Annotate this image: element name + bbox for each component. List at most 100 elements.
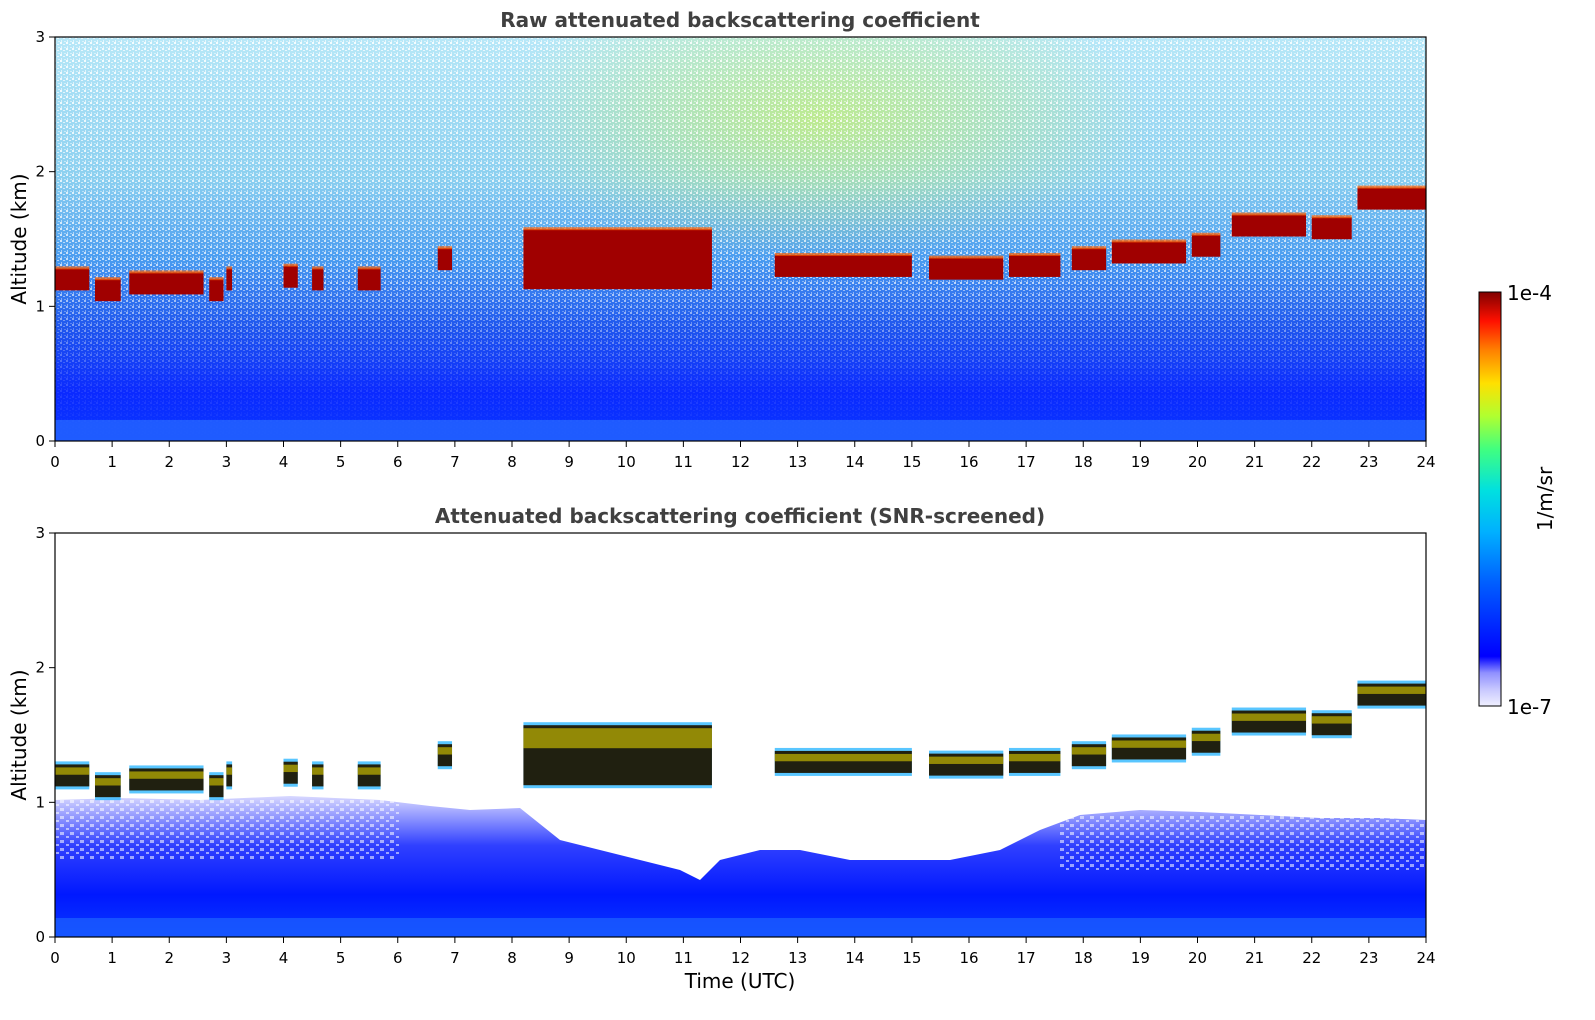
cloud-segment [283, 265, 298, 288]
bottom-x-tick-label: 1 [107, 949, 117, 967]
top-x-tick-label: 5 [336, 453, 346, 471]
cloud-segment [55, 268, 90, 291]
cloud-segment-edge [1231, 212, 1307, 216]
bottom-x-tick-label: 18 [1074, 949, 1093, 967]
top-x-tick-label: 8 [507, 453, 517, 471]
top-panel-title: Raw attenuated backscattering coefficien… [500, 8, 980, 32]
top-y-axis-label: Altitude (km) [7, 173, 31, 304]
top-x-tick-label: 19 [1131, 453, 1150, 471]
cloud-segment [1008, 254, 1061, 277]
cloud-segment-edge [55, 266, 90, 270]
cloud-segment [1191, 234, 1221, 257]
top-x-tick-label: 23 [1359, 453, 1378, 471]
bottom-x-tick-label: 0 [50, 949, 60, 967]
top-x-tick-label: 10 [617, 453, 636, 471]
cloud-segment-edge [1311, 215, 1352, 219]
cloud-segment-core [357, 767, 381, 775]
cloud-segment-edge [1111, 239, 1187, 243]
cloud-segment-edge [357, 266, 381, 270]
bottom-x-tick-label: 11 [674, 949, 693, 967]
bottom-x-tick-label: 16 [959, 949, 978, 967]
cloud-segment-core [1231, 713, 1307, 721]
bottom-x-tick-label: 14 [845, 949, 864, 967]
cloud-segment-core [226, 767, 233, 775]
top-x-tick-label: 20 [1188, 453, 1207, 471]
bottom-x-tick-label: 3 [222, 949, 232, 967]
cloud-segment-core [283, 764, 298, 773]
cloud-segment-core [129, 771, 204, 779]
cloud-segment-core [1357, 686, 1426, 694]
cloud-segment-edge [94, 277, 121, 281]
colorbar-max-label: 1e-4 [1507, 281, 1552, 305]
bottom-x-tick-label: 20 [1188, 949, 1207, 967]
bottom-x-tick-label: 24 [1416, 949, 1435, 967]
cloud-segment-core [1071, 747, 1107, 755]
top-x-tick-label: 18 [1074, 453, 1093, 471]
cloud-segment [1071, 248, 1107, 271]
cloud-segment [1311, 217, 1352, 240]
cloud-segment-core [312, 767, 324, 775]
cloud-segment [209, 279, 224, 302]
bottom-x-tick-label: 12 [731, 949, 750, 967]
top-x-tick-label: 4 [279, 453, 289, 471]
bottom-y-ticks: 0 1 2 3 [35, 524, 55, 946]
bottom-x-tick-label: 4 [279, 949, 289, 967]
top-heatmap [55, 37, 1426, 441]
top-y-tick-label: 3 [35, 28, 45, 46]
cloud-segment [312, 764, 324, 787]
cloud-segment-core [523, 728, 712, 749]
top-x-tick-label: 2 [164, 453, 174, 471]
cloud-segment-core [929, 756, 1004, 764]
cloud-segment-edge [1191, 232, 1221, 236]
bottom-y-tick-label: 3 [35, 524, 45, 542]
cloud-segment-edge [523, 227, 712, 231]
cloud-segment [929, 257, 1004, 280]
bottom-x-tick-label: 19 [1131, 949, 1150, 967]
bottom-x-tick-label: 6 [393, 949, 403, 967]
cloud-segment-edge [209, 277, 224, 281]
top-x-tick-label: 3 [222, 453, 232, 471]
cloud-segment [523, 229, 712, 290]
cloud-segment [129, 272, 204, 295]
cloud-segment-edge [312, 266, 324, 270]
colorbar-unit-label: 1/m/sr [1533, 466, 1557, 531]
bottom-cloud-layer [55, 680, 1426, 801]
bottom-panel-title: Attenuated backscattering coefficient (S… [435, 504, 1045, 528]
top-x-tick-label: 7 [450, 453, 460, 471]
top-y-tick-label: 2 [35, 163, 45, 181]
top-x-tick-label: 22 [1302, 453, 1321, 471]
cloud-segment-edge [774, 252, 912, 256]
cloud-segment-core [1111, 740, 1187, 748]
top-x-tick-label: 1 [107, 453, 117, 471]
top-x-tick-label: 16 [959, 453, 978, 471]
cloud-segment-edge [437, 246, 453, 250]
top-x-ticks: 0 1 2 3 4 5 6 7 8 9 10 11 12 13 14 15 16 17 18 19 20 21 22 23 24 [50, 441, 1436, 471]
cloud-segment-core [55, 767, 90, 775]
cloud-segment [774, 254, 912, 277]
bottom-x-tick-label: 8 [507, 949, 517, 967]
cloud-segment-core [209, 778, 224, 786]
top-x-tick-label: 14 [845, 453, 864, 471]
cloud-segment-edge [1071, 246, 1107, 250]
colorbar-gradient [1478, 291, 1502, 707]
cloud-segment-core [94, 778, 121, 786]
top-surface-band [55, 420, 1426, 441]
cloud-segment [94, 279, 121, 302]
top-x-tick-label: 21 [1245, 453, 1264, 471]
bottom-x-tick-label: 23 [1359, 949, 1378, 967]
cloud-segment-edge [1357, 185, 1426, 189]
cloud-segment-core [1008, 753, 1061, 762]
bottom-x-axis-label: Time (UTC) [684, 969, 796, 993]
cloud-segment-edge [1008, 252, 1061, 256]
bottom-surface-band [55, 918, 1426, 937]
colorbar-min-label: 1e-7 [1507, 695, 1552, 719]
top-x-tick-label: 12 [731, 453, 750, 471]
bottom-x-tick-label: 17 [1017, 949, 1036, 967]
cloud-segment-core [774, 753, 912, 762]
top-x-tick-label: 24 [1416, 453, 1435, 471]
cloud-segment [1357, 187, 1426, 210]
top-x-tick-label: 6 [393, 453, 403, 471]
cloud-segment [312, 268, 324, 291]
bottom-x-tick-label: 2 [164, 949, 174, 967]
